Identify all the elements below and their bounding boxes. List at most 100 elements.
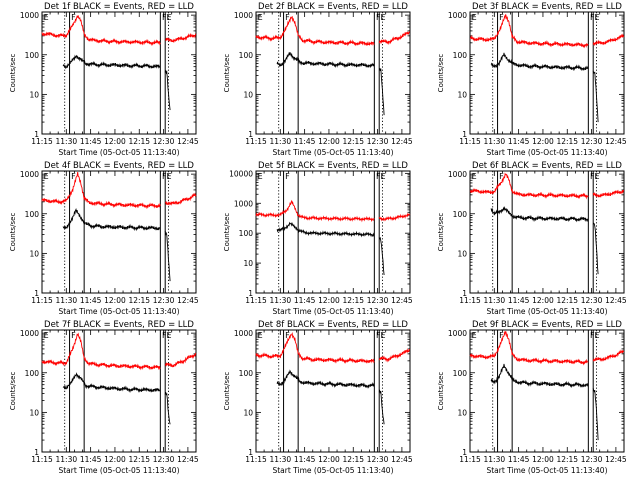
panel-5-marker-label: F bbox=[285, 172, 290, 181]
panel-9-xlabel: Start Time (05-Oct-05 11:13:40) bbox=[486, 466, 607, 475]
panel-1-marker-label: E bbox=[44, 13, 49, 22]
panel-2-marker-label: F bbox=[285, 13, 290, 22]
panel-4-xtick-label: 11:15 bbox=[31, 296, 53, 305]
panel-6-xtick-label: 12:15 bbox=[556, 296, 578, 305]
panel-9-series-events-line bbox=[592, 388, 599, 441]
panel-2-ylabel: Counts/sec bbox=[223, 54, 231, 93]
panel-3-xlabel: Start Time (05-Oct-05 11:13:40) bbox=[486, 148, 607, 157]
panel-8-marker-label: FE bbox=[376, 331, 386, 340]
panel-6-ylabel: Counts/sec bbox=[437, 213, 445, 252]
panel-3-series-events-line bbox=[490, 52, 589, 72]
panel-1-marker-label: FE bbox=[162, 13, 172, 22]
panel-1-xlabel: Start Time (05-Oct-05 11:13:40) bbox=[58, 148, 179, 157]
panel-8-xtick-label: 12:30 bbox=[367, 455, 389, 464]
panel-7-xtick-label: 11:30 bbox=[56, 455, 78, 464]
panel-8-ylabel: Counts/sec bbox=[223, 372, 231, 411]
panel-2-series-lld-line bbox=[378, 31, 410, 46]
panel-1-xtick-label: 12:30 bbox=[153, 137, 175, 146]
panel-4-title: Det 4f BLACK = Events, RED = LLD bbox=[44, 161, 194, 171]
panel-7-xtick-label: 12:15 bbox=[128, 455, 150, 464]
panel-8-ytick-label: 1 bbox=[248, 448, 253, 457]
panel-7-xlabel: Start Time (05-Oct-05 11:13:40) bbox=[58, 466, 179, 475]
panel-1-xtick-label: 12:15 bbox=[128, 137, 150, 146]
panel-8-series-events-line bbox=[276, 369, 375, 389]
panel-8-xtick-label: 12:00 bbox=[318, 455, 340, 464]
panel-6-ytick-label: 1000 bbox=[448, 170, 467, 179]
panel-7-xtick-label: 12:00 bbox=[104, 455, 126, 464]
panel-4-series-lld-line bbox=[41, 172, 161, 210]
panel-6-series-events-line bbox=[592, 222, 599, 275]
panel-2-xtick-label: 12:45 bbox=[391, 137, 413, 146]
panel-3-series-lld-line bbox=[469, 14, 589, 49]
panel-6: Det 6f BLACK = Events, RED = LLD Counts/s… bbox=[437, 161, 627, 316]
panel-3-xtick-label: 11:45 bbox=[508, 137, 530, 146]
panel-6-marker-label: E bbox=[472, 172, 477, 181]
panel-9-ylabel: Counts/sec bbox=[437, 372, 445, 411]
panel-2-series-events-line bbox=[276, 51, 375, 69]
panel-8-ytick-label: 10 bbox=[243, 408, 253, 417]
panel-4-xtick-label: 12:30 bbox=[153, 296, 175, 305]
panel-1-title: Det 1f BLACK = Events, RED = LLD bbox=[44, 2, 194, 12]
panel-8-xtick-label: 11:30 bbox=[270, 455, 292, 464]
panel-1-series-lld-line bbox=[165, 33, 197, 43]
panel-8-series-lld-line bbox=[378, 348, 411, 363]
panel-3-xtick-label: 12:45 bbox=[605, 137, 627, 146]
panel-2-ytick-label: 10 bbox=[243, 90, 253, 99]
panel-6-series-lld-line bbox=[469, 172, 589, 200]
panel-7-marker-label: E bbox=[44, 331, 49, 340]
panel-3-plot-frame bbox=[469, 11, 625, 135]
panel-6-xtick-label: 11:15 bbox=[459, 296, 481, 305]
panel-4: Det 4f BLACK = Events, RED = LLD Counts/s… bbox=[9, 161, 199, 316]
panel-2-ytick-label: 100 bbox=[239, 51, 254, 60]
panel-7-ytick-label: 10 bbox=[29, 408, 39, 417]
panel-7-series-events-line bbox=[62, 372, 161, 393]
panel-8-ytick-label: 100 bbox=[239, 369, 254, 378]
panel-5-xlabel: Start Time (05-Oct-05 11:13:40) bbox=[272, 307, 393, 316]
panel-2-title: Det 2f BLACK = Events, RED = LLD bbox=[258, 2, 408, 12]
panel-9-xtick-label: 12:00 bbox=[532, 455, 554, 464]
panel-9-series-lld-line bbox=[592, 349, 625, 362]
panel-6-xtick-label: 12:45 bbox=[605, 296, 627, 305]
panel-8: Det 8f BLACK = Events, RED = LLD Counts/s… bbox=[223, 320, 413, 475]
panel-3-series-events-line bbox=[592, 70, 599, 123]
panel-4-marker-label: FE bbox=[162, 172, 172, 181]
panel-5-plot-frame bbox=[255, 170, 411, 294]
panel-7-xtick-label: 11:45 bbox=[80, 455, 102, 464]
panel-3-ylabel: Counts/sec bbox=[437, 54, 445, 93]
panel-5-series-lld-line bbox=[378, 212, 411, 222]
panel-6-xtick-label: 12:30 bbox=[581, 296, 603, 305]
panel-8-marker-label: E bbox=[258, 331, 263, 340]
panel-6-xlabel: Start Time (05-Oct-05 11:13:40) bbox=[486, 307, 607, 316]
panel-9-ytick-label: 100 bbox=[453, 369, 468, 378]
panel-5-marker-label: FE bbox=[376, 172, 386, 181]
panel-8-title: Det 8f BLACK = Events, RED = LLD bbox=[258, 320, 408, 330]
panel-1-xtick-label: 12:00 bbox=[104, 137, 126, 146]
panel-1-ytick-label: 1000 bbox=[20, 11, 39, 20]
panel-5-xtick-label: 12:30 bbox=[367, 296, 389, 305]
panel-8-plot-frame bbox=[255, 329, 411, 453]
panel-4-marker-label: E bbox=[44, 172, 49, 181]
panel-1-ytick-label: 10 bbox=[29, 90, 39, 99]
panel-5-series-events-line bbox=[378, 236, 385, 276]
panel-9-xtick-label: 11:30 bbox=[484, 455, 506, 464]
panel-8-series-lld-line bbox=[255, 332, 375, 364]
panel-9-xtick-label: 11:15 bbox=[459, 455, 481, 464]
panel-4-series-lld-line bbox=[164, 192, 197, 206]
panel-4-xtick-label: 12:15 bbox=[128, 296, 150, 305]
panel-5-ytick-label: 100 bbox=[239, 229, 254, 238]
panel-2-series-lld-line bbox=[255, 15, 375, 47]
panel-9-xtick-label: 12:45 bbox=[605, 455, 627, 464]
panel-5-xtick-label: 12:15 bbox=[342, 296, 364, 305]
panel-4-xtick-label: 11:45 bbox=[80, 296, 102, 305]
panel-9-marker-label: E bbox=[472, 331, 477, 340]
panel-1-series-events-line bbox=[62, 54, 161, 70]
panel-2-ytick-label: 1000 bbox=[234, 11, 253, 20]
panel-4-ytick-label: 1 bbox=[34, 289, 39, 298]
panel-5-series-events-line bbox=[276, 221, 375, 238]
panel-7: Det 7f BLACK = Events, RED = LLD Counts/s… bbox=[9, 320, 199, 475]
panel-7-plot-frame bbox=[41, 329, 197, 453]
panel-3-ytick-label: 10 bbox=[457, 90, 467, 99]
panel-6-ytick-label: 100 bbox=[453, 210, 468, 219]
panel-9-marker-label: F bbox=[499, 331, 504, 340]
